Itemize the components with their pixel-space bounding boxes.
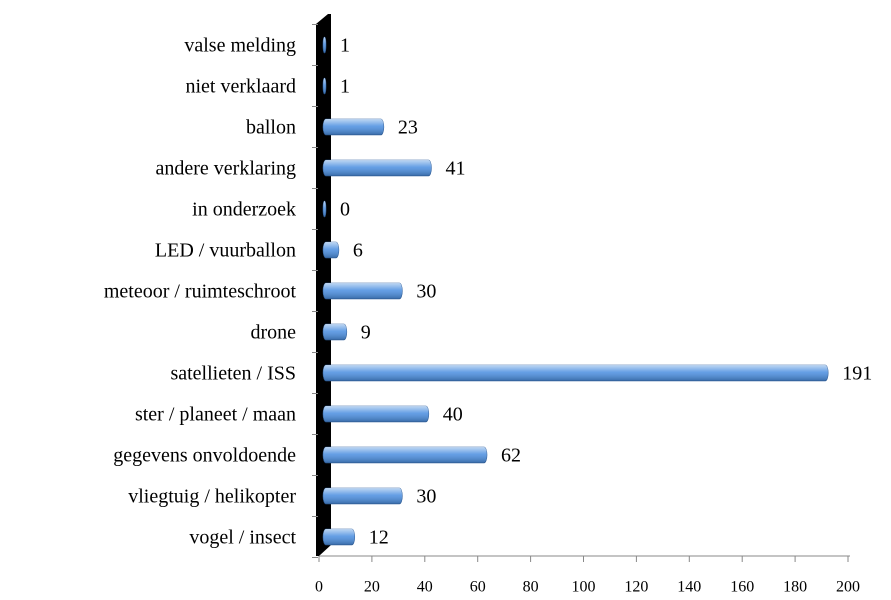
y-tick-label: drone bbox=[250, 322, 296, 344]
bar-shine bbox=[323, 365, 829, 381]
y-tick-label: meteoor / ruimteschroot bbox=[104, 281, 297, 303]
y-tick-label: vogel / insect bbox=[189, 527, 296, 549]
y-tick-label: ster / planeet / maan bbox=[135, 404, 296, 426]
y-tick-label: gegevens onvoldoende bbox=[113, 445, 296, 467]
bar-shine bbox=[323, 447, 487, 463]
value-label: 30 bbox=[416, 486, 436, 508]
y-tick-label: ballon bbox=[246, 117, 296, 139]
bar-shine bbox=[323, 78, 326, 94]
x-tick-label: 20 bbox=[364, 579, 380, 596]
y-tick-label: valse melding bbox=[184, 35, 296, 57]
x-tick-label: 80 bbox=[523, 579, 539, 596]
x-tick-label: 60 bbox=[470, 579, 486, 596]
x-tick-label: 120 bbox=[624, 579, 648, 596]
bar-shine bbox=[323, 283, 403, 299]
value-label: 1 bbox=[340, 76, 350, 98]
bar-shine bbox=[323, 37, 326, 53]
value-label: 191 bbox=[842, 363, 872, 385]
y-tick-label: in onderzoek bbox=[192, 199, 296, 221]
value-label: 30 bbox=[416, 281, 436, 303]
bar-shine bbox=[323, 406, 429, 422]
value-label: 62 bbox=[501, 445, 521, 467]
y-tick-label: satellieten / ISS bbox=[170, 363, 296, 385]
value-label: 9 bbox=[361, 322, 371, 344]
bar-shine bbox=[323, 119, 384, 135]
x-tick-label: 140 bbox=[677, 579, 701, 596]
bar-shine bbox=[323, 160, 432, 176]
value-label: 41 bbox=[445, 158, 465, 180]
x-tick-label: 180 bbox=[783, 579, 807, 596]
value-label: 0 bbox=[340, 199, 350, 221]
value-label: 23 bbox=[398, 117, 418, 139]
bar-shine bbox=[323, 201, 326, 217]
x-tick-label: 160 bbox=[730, 579, 754, 596]
value-label: 40 bbox=[443, 404, 463, 426]
bar-shine bbox=[323, 529, 355, 545]
y-tick-label: vliegtuig / helikopter bbox=[128, 486, 296, 508]
y-tick-label: LED / vuurballon bbox=[155, 240, 296, 262]
bar-shine bbox=[323, 488, 403, 504]
y-tick-label: andere verklaring bbox=[156, 158, 296, 180]
value-label: 1 bbox=[340, 35, 350, 57]
x-tick-label: 40 bbox=[417, 579, 433, 596]
x-tick-label: 0 bbox=[315, 579, 323, 596]
y-tick-label: niet verklaard bbox=[186, 76, 297, 98]
value-label: 6 bbox=[353, 240, 363, 262]
bar-shine bbox=[323, 324, 347, 340]
x-tick-label: 200 bbox=[836, 579, 860, 596]
x-tick-label: 100 bbox=[572, 579, 596, 596]
value-label: 12 bbox=[369, 527, 389, 549]
bar-shine bbox=[323, 242, 339, 258]
